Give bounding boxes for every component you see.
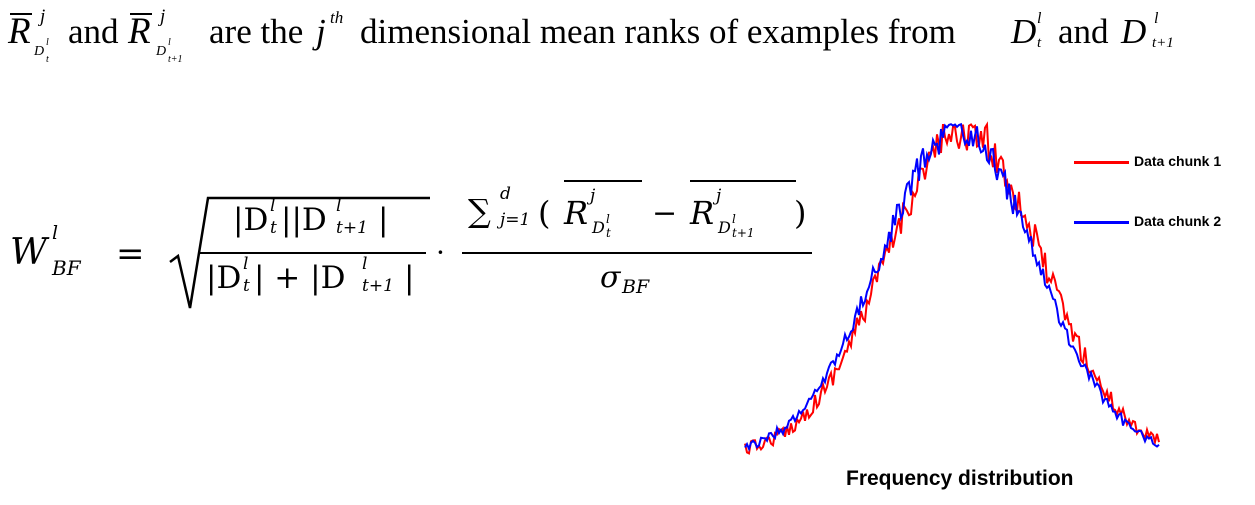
chart-legend: Data chunk 1 Data chunk 2 (1074, 152, 1252, 242)
word-and: and (68, 12, 119, 51)
frequency-distribution-chart (744, 121, 1160, 455)
symbol-r: R (564, 194, 589, 232)
sup-j: j (716, 186, 722, 206)
fraction-bar (200, 252, 426, 254)
denominator-1b: | + |D (254, 260, 346, 296)
subscript-t-plus-1: t+1 (168, 54, 183, 65)
sup-j: j (590, 186, 596, 206)
numerator-1a: |D (233, 202, 269, 238)
sum-symbol: ∑ (468, 192, 491, 230)
sub-t-plus-1: t+1 (336, 218, 368, 238)
series-data-chunk-1 (744, 121, 1160, 455)
subscript-d: D (156, 44, 167, 59)
sub-d: D (592, 218, 605, 237)
sub-t-plus-1: t+1 (362, 276, 394, 296)
symbol-r: R (690, 194, 715, 232)
definition-statement: R j D l t and R j D l t+1 are the j th d… (6, 2, 1251, 80)
denominator-1a: |D (206, 260, 242, 296)
symbol-d: D (1011, 12, 1037, 51)
legend-item-data-chunk-2: Data chunk 2 (1074, 212, 1252, 232)
sub-d: D (718, 218, 731, 237)
subscript-t-plus-1: t+1 (1152, 35, 1174, 51)
paren-close: ) (794, 194, 807, 232)
symbol-sigma: σ (600, 260, 621, 295)
sup-l: l (270, 196, 276, 216)
subscript-bf: BF (622, 276, 650, 298)
overbar-2 (690, 180, 796, 182)
sub-t: t (270, 218, 277, 238)
fraction-bar (462, 252, 812, 254)
symbol-d: D (1121, 12, 1147, 51)
overbar (130, 13, 152, 15)
numerator-1b: ||D (281, 202, 327, 238)
equals-sign: = (116, 234, 145, 274)
series-data-chunk-2 (744, 122, 1160, 452)
sup-l: l (336, 196, 342, 216)
subscript-d: D (34, 44, 45, 59)
paren-open: ( (538, 194, 551, 232)
legend-swatch-red (1074, 161, 1129, 164)
subscript-t: t (1037, 35, 1042, 51)
legend-item-data-chunk-1: Data chunk 1 (1074, 152, 1252, 172)
superscript-j: j (160, 6, 166, 27)
subscript-l: l (46, 37, 49, 48)
superscript-th: th (330, 8, 344, 27)
superscript-l: l (52, 222, 59, 244)
sup-l: l (362, 254, 368, 274)
legend-label: Data chunk 2 (1134, 213, 1222, 229)
words-are-the: are the (209, 12, 304, 51)
statement-text: dimensional mean ranks of examples from (360, 12, 956, 51)
sub-t: t (606, 226, 611, 240)
superscript-l: l (1154, 10, 1159, 27)
multiply-dot: · (436, 236, 445, 269)
superscript-j: j (40, 6, 46, 27)
symbol-r: R (8, 11, 31, 52)
word-and: and (1058, 12, 1109, 51)
subscript-l: l (168, 37, 171, 48)
wbf-formula: W l BF = |D l t ||D l t+1 | |D l t | + |… (0, 180, 820, 310)
sup-l: l (243, 254, 249, 274)
sub-l: l (606, 212, 610, 226)
legend-swatch-blue (1074, 221, 1129, 224)
subscript-bf: BF (52, 256, 81, 280)
minus-sign: − (652, 196, 678, 231)
overbar-1 (564, 180, 642, 182)
overbar (10, 13, 32, 15)
superscript-l: l (1037, 10, 1042, 27)
sub-t: t (243, 276, 250, 296)
symbol-w: W (10, 232, 48, 273)
subscript-t: t (46, 54, 49, 65)
sub-l: l (732, 212, 736, 226)
symbol-r: R (128, 11, 151, 52)
denominator-1c: | (404, 260, 415, 296)
sub-t-plus-1: t+1 (732, 226, 755, 240)
sum-lower-j1: j=1 (500, 210, 531, 230)
numerator-1c: | (378, 202, 389, 238)
sqrt-sign (169, 196, 430, 309)
legend-label: Data chunk 1 (1134, 153, 1222, 169)
symbol-j: j (316, 12, 326, 51)
chart-caption: Frequency distribution (846, 467, 1074, 490)
sum-upper-d: d (500, 184, 511, 204)
